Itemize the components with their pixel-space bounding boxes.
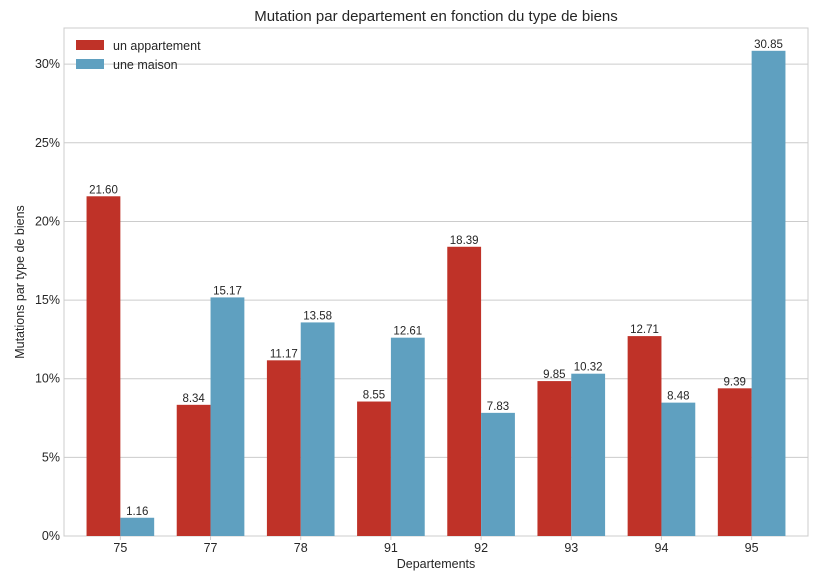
y-tick-label: 30% (35, 57, 60, 71)
y-tick-label: 5% (42, 450, 60, 464)
bar-maison (751, 50, 786, 536)
x-tick-label: 91 (384, 541, 398, 555)
x-axis-ticks: 75 77 78 91 92 93 94 95 (113, 536, 759, 555)
y-tick-label: 25% (35, 136, 60, 150)
data-label: 12.71 (630, 324, 659, 336)
bar-maison (661, 402, 696, 536)
legend-label: une maison (113, 58, 178, 72)
y-tick-label: 20% (35, 214, 60, 228)
bar-maison (300, 322, 335, 536)
data-label: 9.85 (543, 369, 565, 381)
bar-maison (210, 297, 245, 536)
legend-swatch (76, 59, 104, 69)
data-label: 12.61 (393, 326, 422, 338)
data-label: 1.16 (126, 506, 148, 518)
bar-maison (481, 412, 515, 536)
y-axis-label: Mutations par type de biens (13, 205, 27, 359)
bar-appartement (627, 336, 662, 536)
bar-appartement (717, 388, 752, 536)
bar-maison (120, 517, 155, 536)
x-tick-label: 78 (294, 541, 308, 555)
y-axis-ticks: 0% 5% 10% 15% 20% 25% 30% (35, 57, 60, 543)
x-tick-label: 93 (564, 541, 578, 555)
data-label: 8.55 (363, 390, 385, 402)
x-tick-label: 75 (113, 541, 127, 555)
data-label: 13.58 (303, 310, 332, 322)
data-label: 11.17 (270, 348, 298, 360)
data-label: 21.60 (89, 184, 118, 196)
chart-title: Mutation par departement en fonction du … (254, 8, 618, 25)
x-tick-label: 92 (474, 541, 488, 555)
data-label: 8.34 (182, 393, 205, 405)
y-tick-label: 10% (35, 372, 60, 386)
data-label: 18.39 (450, 235, 479, 247)
data-label: 9.39 (724, 376, 746, 388)
x-tick-label: 77 (204, 541, 218, 555)
x-axis-label: Departements (397, 557, 476, 571)
bar-maison (390, 337, 425, 536)
plot-frame (63, 27, 809, 537)
y-tick-label: 0% (42, 529, 60, 543)
x-tick-label: 95 (745, 541, 759, 555)
data-label: 7.83 (487, 401, 509, 413)
y-gridlines (64, 63, 808, 537)
bar-appartement (266, 360, 301, 536)
data-labels: 21.60 1.16 8.34 15.17 11.17 13.58 8.55 12.61 18.… (89, 39, 783, 518)
data-label: 10.32 (574, 362, 603, 374)
data-label: 15.17 (213, 285, 242, 297)
x-tick-label: 94 (655, 541, 669, 555)
bar-appartement (447, 246, 482, 537)
bar-appartement (176, 404, 211, 536)
bar-appartement (86, 196, 121, 536)
data-label: 30.85 (754, 39, 783, 51)
legend-swatch (76, 40, 104, 50)
y-tick-label: 15% (35, 293, 60, 307)
bar-appartement (357, 401, 391, 536)
bars (86, 50, 786, 537)
data-label: 8.48 (667, 391, 689, 403)
bar-maison (571, 373, 606, 536)
legend: un appartement une maison (76, 39, 201, 72)
bar-appartement (537, 381, 572, 536)
legend-label: un appartement (113, 39, 201, 53)
